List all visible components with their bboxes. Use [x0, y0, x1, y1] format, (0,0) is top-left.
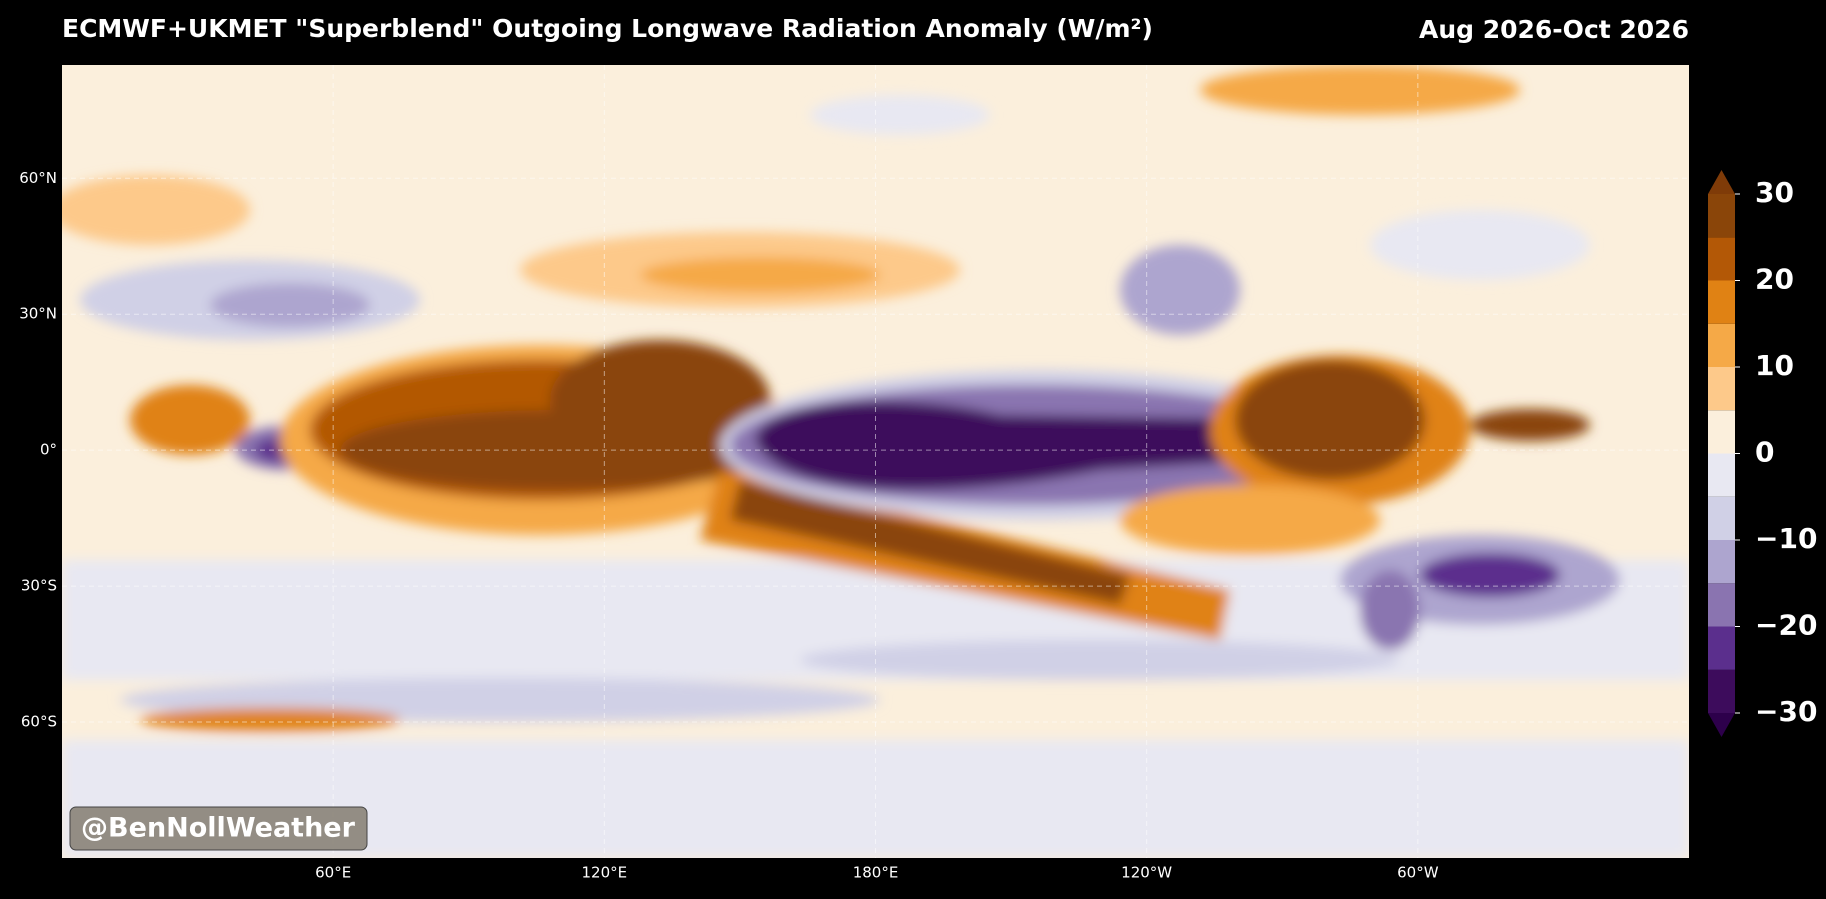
colorbar-tick-label: 0	[1755, 436, 1774, 469]
anomaly-blob	[1470, 409, 1590, 441]
colorbar-band	[1708, 367, 1735, 411]
colorbar-extend-low	[1708, 713, 1735, 737]
anomaly-blob	[810, 95, 990, 135]
anomaly-blob	[640, 257, 880, 293]
colorbar-band	[1708, 410, 1735, 454]
colorbar-band	[1708, 583, 1735, 627]
lat-tick-label: 30°N	[19, 305, 57, 323]
anomaly-blob	[1120, 485, 1380, 555]
lon-tick-label: 120°W	[1121, 864, 1172, 882]
anomaly-blob	[1420, 553, 1560, 597]
colorbar-tick-label: −10	[1755, 522, 1817, 555]
lat-tick-label: 60°S	[21, 713, 57, 731]
colorbar-band	[1708, 540, 1735, 584]
colorbar-band	[1708, 323, 1735, 367]
anomaly-blob	[1120, 245, 1240, 335]
colorbar-tick-label: 10	[1755, 349, 1794, 382]
lat-tick-label: 30°S	[21, 577, 57, 595]
anomaly-blob	[210, 283, 370, 327]
lon-tick-label: 60°W	[1397, 864, 1439, 882]
watermark-box	[69, 806, 368, 851]
colorbar-tick-label: 30	[1755, 176, 1794, 209]
anomaly-blob	[1235, 360, 1425, 480]
colorbar-band	[1708, 194, 1735, 238]
lon-tick-label: 60°E	[315, 864, 351, 882]
anomaly-blob	[1200, 65, 1520, 115]
title: ECMWF+UKMET "Superblend" Outgoing Longwa…	[62, 14, 1153, 43]
anomaly-blob	[140, 708, 400, 732]
anomaly-blob	[800, 640, 1400, 680]
colorbar-band	[1708, 237, 1735, 281]
colorbar-extend-high	[1708, 170, 1735, 194]
map	[62, 65, 1689, 858]
date-range: Aug 2026-Oct 2026	[1419, 15, 1689, 44]
lat-tick-label: 0°	[40, 441, 57, 459]
anomaly-blob	[730, 480, 1130, 605]
colorbar-tick-label: −20	[1755, 609, 1817, 642]
colorbar-tick-label: 20	[1755, 263, 1794, 296]
lon-tick-label: 180°E	[853, 864, 899, 882]
colorbar-band	[1708, 496, 1735, 540]
colorbar-band	[1708, 453, 1735, 497]
lat-tick-label: 60°N	[19, 169, 57, 187]
colorbar-band	[1708, 626, 1735, 670]
watermark-text: @BenNollWeather	[81, 813, 356, 844]
colorbar: 30 20 10 0 −10 −20 −30	[1708, 170, 1817, 737]
watermark: @BenNollWeather	[69, 806, 368, 851]
anomaly-blob	[62, 175, 250, 245]
colorbar-tick-label: −30	[1755, 695, 1817, 728]
anomaly-blob	[755, 401, 1340, 490]
graticule	[62, 65, 1689, 858]
anomaly-blob	[1370, 210, 1590, 280]
colorbar-band	[1708, 669, 1735, 713]
anomaly-blob	[130, 385, 250, 455]
colorbar-band	[1708, 280, 1735, 324]
anomaly-blob	[1360, 570, 1420, 650]
lon-tick-label: 120°E	[582, 864, 628, 882]
anomaly-blob	[550, 340, 770, 460]
